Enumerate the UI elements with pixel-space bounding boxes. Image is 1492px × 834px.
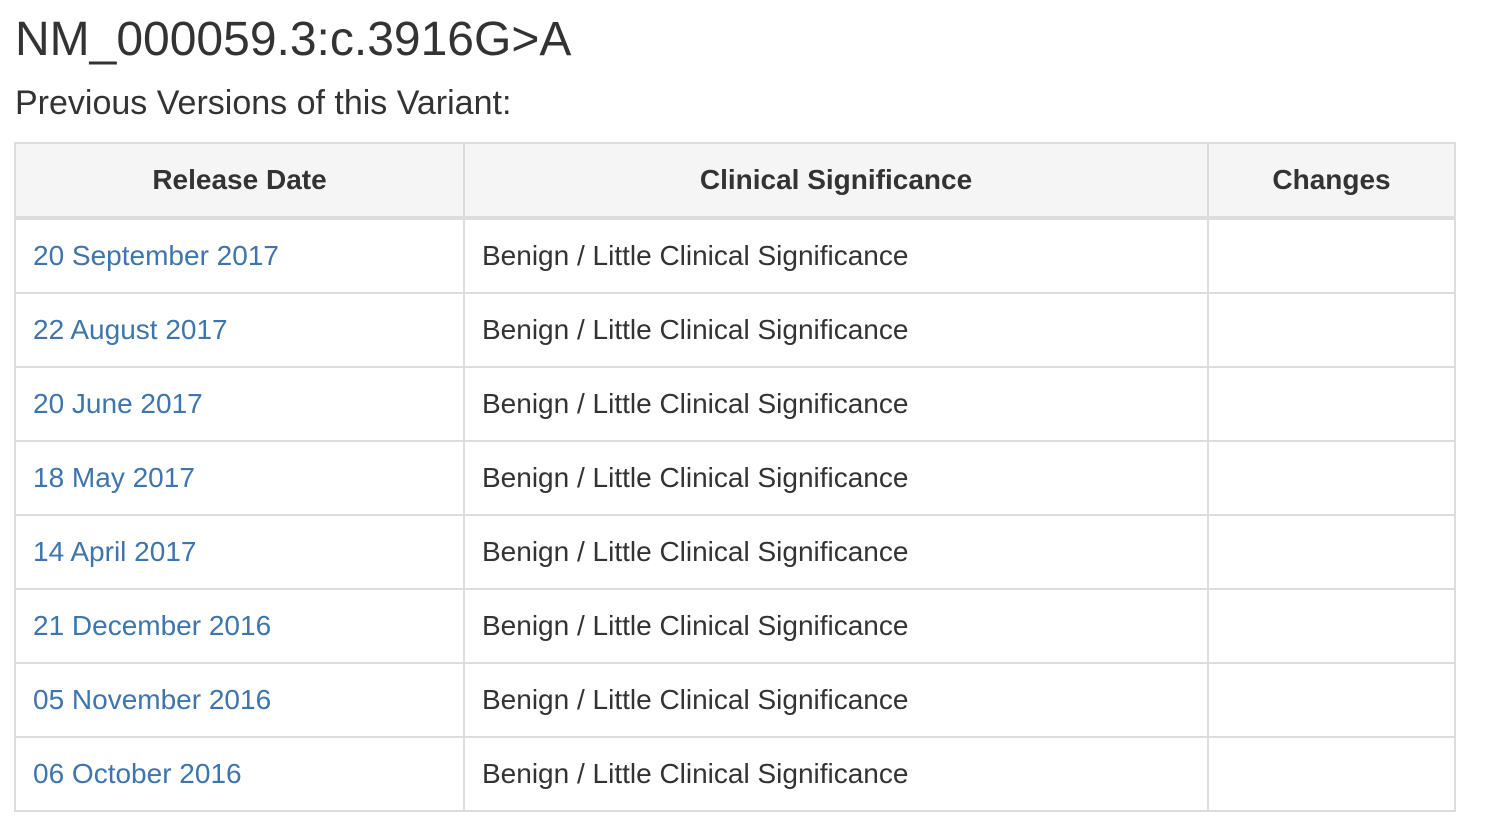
changes-cell bbox=[1207, 514, 1456, 590]
release-date-link[interactable]: 05 November 2016 bbox=[33, 684, 272, 715]
clinical-significance-cell: Benign / Little Clinical Significance bbox=[463, 440, 1209, 516]
column-header-clinical-significance: Clinical Significance bbox=[463, 142, 1209, 220]
changes-cell bbox=[1207, 440, 1456, 516]
release-date-link[interactable]: 22 August 2017 bbox=[33, 314, 228, 345]
release-date-cell: 06 October 2016 bbox=[14, 736, 465, 812]
table-row: 22 August 2017 Benign / Little Clinical … bbox=[14, 292, 1456, 368]
release-date-cell: 14 April 2017 bbox=[14, 514, 465, 590]
variant-title: NM_000059.3:c.3916G>A bbox=[15, 13, 572, 66]
table-row: 14 April 2017 Benign / Little Clinical S… bbox=[14, 514, 1456, 590]
clinical-significance-cell: Benign / Little Clinical Significance bbox=[463, 514, 1209, 590]
table-row: 20 June 2017 Benign / Little Clinical Si… bbox=[14, 366, 1456, 442]
table-row: 21 December 2016 Benign / Little Clinica… bbox=[14, 588, 1456, 664]
release-date-link[interactable]: 18 May 2017 bbox=[33, 462, 195, 493]
table-row: 20 September 2017 Benign / Little Clinic… bbox=[14, 217, 1456, 294]
table-body: 20 September 2017 Benign / Little Clinic… bbox=[14, 217, 1456, 812]
changes-cell bbox=[1207, 292, 1456, 368]
release-date-link[interactable]: 21 December 2016 bbox=[33, 610, 272, 641]
changes-cell bbox=[1207, 736, 1456, 812]
clinical-significance-cell: Benign / Little Clinical Significance bbox=[463, 292, 1209, 368]
table-header-row: Release Date Clinical Significance Chang… bbox=[14, 142, 1456, 220]
changes-cell bbox=[1207, 662, 1456, 738]
column-header-release-date: Release Date bbox=[14, 142, 465, 220]
clinical-significance-cell: Benign / Little Clinical Significance bbox=[463, 217, 1209, 294]
clinical-significance-cell: Benign / Little Clinical Significance bbox=[463, 662, 1209, 738]
versions-table: Release Date Clinical Significance Chang… bbox=[14, 142, 1456, 812]
release-date-link[interactable]: 20 June 2017 bbox=[33, 388, 203, 419]
release-date-cell: 20 June 2017 bbox=[14, 366, 465, 442]
changes-cell bbox=[1207, 217, 1456, 294]
release-date-cell: 05 November 2016 bbox=[14, 662, 465, 738]
release-date-link[interactable]: 06 October 2016 bbox=[33, 758, 242, 789]
clinical-significance-cell: Benign / Little Clinical Significance bbox=[463, 736, 1209, 812]
clinical-significance-cell: Benign / Little Clinical Significance bbox=[463, 366, 1209, 442]
table-row: 05 November 2016 Benign / Little Clinica… bbox=[14, 662, 1456, 738]
column-header-changes: Changes bbox=[1207, 142, 1456, 220]
release-date-cell: 20 September 2017 bbox=[14, 217, 465, 294]
release-date-cell: 21 December 2016 bbox=[14, 588, 465, 664]
table-header: Release Date Clinical Significance Chang… bbox=[14, 142, 1456, 220]
release-date-cell: 22 August 2017 bbox=[14, 292, 465, 368]
previous-versions-heading: Previous Versions of this Variant: bbox=[15, 84, 512, 122]
changes-cell bbox=[1207, 366, 1456, 442]
release-date-link[interactable]: 20 September 2017 bbox=[33, 240, 279, 271]
release-date-cell: 18 May 2017 bbox=[14, 440, 465, 516]
table-row: 18 May 2017 Benign / Little Clinical Sig… bbox=[14, 440, 1456, 516]
changes-cell bbox=[1207, 588, 1456, 664]
release-date-link[interactable]: 14 April 2017 bbox=[33, 536, 197, 567]
clinical-significance-cell: Benign / Little Clinical Significance bbox=[463, 588, 1209, 664]
table-row: 06 October 2016 Benign / Little Clinical… bbox=[14, 736, 1456, 812]
